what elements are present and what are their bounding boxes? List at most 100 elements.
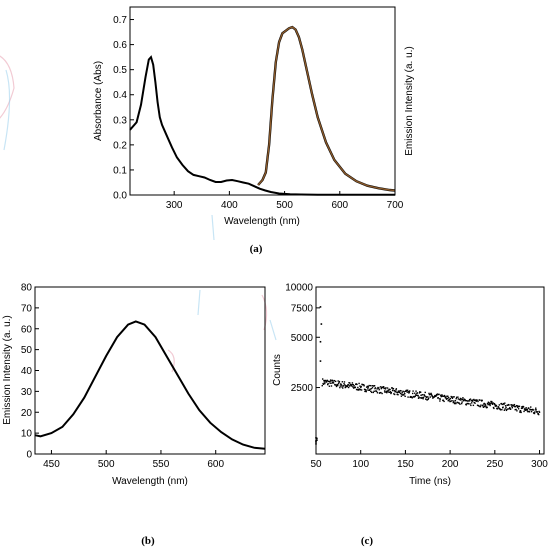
decay-point <box>355 388 358 391</box>
decay-point <box>384 388 387 390</box>
decay-point <box>537 413 539 415</box>
decay-point <box>343 381 346 383</box>
decay-point <box>329 380 331 383</box>
decay-point <box>372 385 374 387</box>
chart-a-y2label: Emission Intensity (a. u.) <box>404 46 415 155</box>
decay-point <box>339 386 341 389</box>
decay-point <box>504 405 507 407</box>
decay-point <box>437 397 439 399</box>
decay-point <box>332 382 335 384</box>
decay-point <box>419 391 422 393</box>
decay-point <box>495 404 498 407</box>
decay-point <box>375 390 378 393</box>
chart-b-ticks: 450 500 550 600 0 10 20 30 40 50 60 70 80 <box>21 283 225 471</box>
decay-point <box>453 400 455 402</box>
decay-point <box>358 382 360 385</box>
decay-point <box>483 402 485 405</box>
decay-point <box>426 399 429 401</box>
decay-point <box>465 404 467 406</box>
decay-point <box>401 393 403 395</box>
decay-point <box>373 385 375 387</box>
decay-point <box>479 405 482 408</box>
decay-point <box>489 402 491 404</box>
decay-point <box>420 394 422 396</box>
chart-b-ytick-label: 30 <box>21 387 33 398</box>
decay-point <box>430 392 432 395</box>
decay-point <box>408 391 411 393</box>
decay-point <box>412 390 414 392</box>
decay-point <box>446 397 449 400</box>
decay-point <box>444 395 446 398</box>
decay-point <box>352 383 354 386</box>
decay-point <box>391 387 393 389</box>
decay-point <box>396 393 398 396</box>
decay-point <box>359 385 361 387</box>
decay-point <box>429 396 431 398</box>
chart-c-ytick-label: 2500 <box>291 383 314 394</box>
chart-a-ytick-label: 0.1 <box>113 165 127 176</box>
decay-point <box>328 385 331 387</box>
decay-point <box>471 399 473 401</box>
decay-point <box>448 399 451 401</box>
decay-point <box>381 392 383 395</box>
decay-point <box>374 387 377 389</box>
caption-b: (b) <box>141 535 155 547</box>
decay-point <box>396 391 398 393</box>
chart-a-xtick-label: 300 <box>166 200 183 211</box>
chart-b-frame <box>34 286 266 455</box>
decay-point <box>498 404 501 406</box>
emission-spectrum-line <box>34 320 266 450</box>
decay-point <box>503 403 505 406</box>
decay-point <box>514 405 517 408</box>
decay-point <box>478 405 480 407</box>
decay-point <box>458 402 460 405</box>
decay-point <box>343 383 345 385</box>
decay-point <box>359 389 362 391</box>
decay-point <box>431 395 434 398</box>
decay-point <box>400 395 403 397</box>
decay-point <box>347 383 349 386</box>
decay-point <box>454 400 457 402</box>
decay-point <box>387 391 390 393</box>
decay-point <box>522 406 525 408</box>
decay-point <box>527 407 530 409</box>
decay-point <box>338 381 340 384</box>
decay-point <box>351 383 353 386</box>
chart-b-ytick-label: 60 <box>21 324 33 335</box>
decay-point <box>476 404 479 406</box>
decay-point <box>415 390 417 392</box>
decay-point <box>454 401 456 404</box>
decay-point <box>336 384 338 387</box>
decay-point <box>324 382 326 385</box>
decay-point <box>445 397 447 400</box>
decay-point <box>411 397 413 399</box>
decay-point <box>395 389 397 391</box>
chart-c-ytick-label: 7500 <box>291 303 314 314</box>
decay-point <box>443 400 445 403</box>
chart-a-xtick-label: 700 <box>387 200 404 211</box>
decay-point <box>384 391 386 394</box>
decay-point <box>449 400 451 403</box>
decay-point <box>319 340 322 343</box>
decay-point <box>491 400 493 403</box>
decay-point <box>344 386 346 389</box>
decay-point <box>493 407 495 410</box>
decay-point <box>484 404 486 406</box>
decay-point <box>504 408 506 410</box>
decay-point <box>364 390 366 393</box>
decay-point <box>369 388 371 391</box>
decay-point <box>490 400 492 403</box>
decay-point <box>491 402 493 405</box>
decay-point <box>500 402 503 405</box>
decay-point <box>392 387 395 390</box>
decay-point <box>413 395 416 398</box>
decay-point <box>337 384 339 387</box>
decay-point <box>455 398 457 400</box>
decay-point <box>453 396 455 398</box>
decay-point <box>482 406 485 408</box>
decay-point <box>351 382 354 384</box>
decay-point <box>521 407 524 409</box>
decay-point <box>399 391 401 394</box>
decay-point <box>455 402 457 405</box>
decay-point <box>457 396 459 398</box>
